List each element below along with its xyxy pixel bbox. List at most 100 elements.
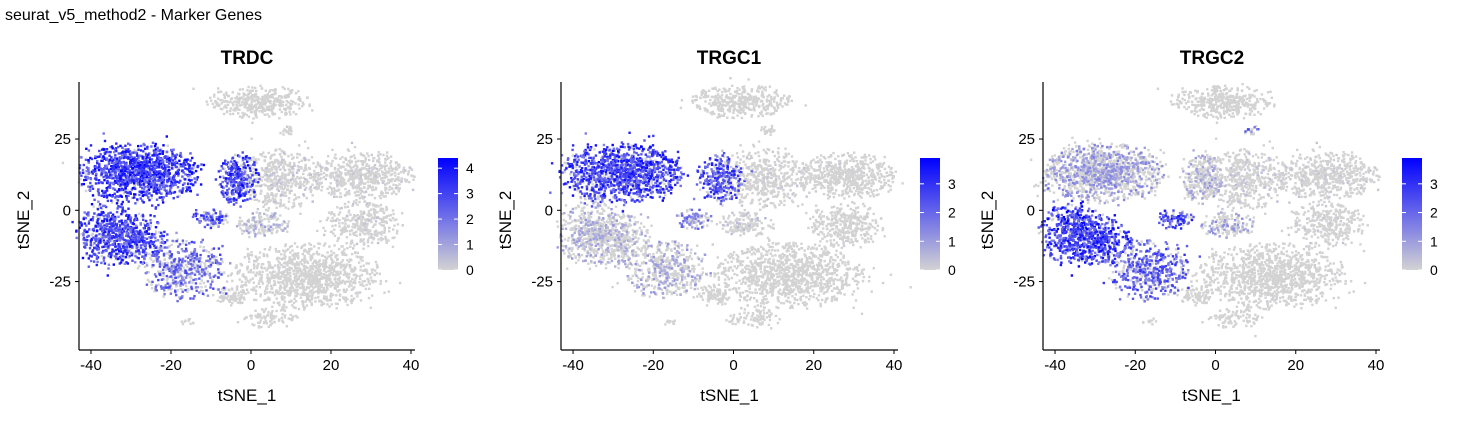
cell-point <box>130 161 133 164</box>
cell-point <box>375 211 379 214</box>
cell-point <box>288 266 291 269</box>
cell-point <box>212 213 215 216</box>
cell-point <box>244 276 248 279</box>
cell-point <box>310 276 313 279</box>
cell-point <box>257 184 260 188</box>
cell-point <box>361 213 364 216</box>
cell-point <box>261 109 264 112</box>
cell-point <box>262 252 265 256</box>
cell-point <box>289 272 292 275</box>
cell-point <box>328 298 331 301</box>
cell-point <box>152 246 156 250</box>
cell-point <box>364 287 368 291</box>
cell-point <box>163 173 166 176</box>
cell-point <box>93 177 97 180</box>
cell-point <box>277 270 280 274</box>
cell-point <box>294 254 298 257</box>
cell-point <box>237 291 241 295</box>
cell-point <box>303 248 306 251</box>
cell-point <box>363 268 367 271</box>
cell-point <box>287 200 291 203</box>
cell-point <box>158 163 161 166</box>
cell-point <box>303 261 306 264</box>
cell-point <box>351 225 354 229</box>
cell-point <box>321 166 324 169</box>
cell-point <box>310 247 313 251</box>
cell-point <box>276 174 279 178</box>
cell-point <box>107 176 110 179</box>
cell-point <box>156 239 160 242</box>
cell-point <box>323 233 326 237</box>
cell-point <box>236 272 239 275</box>
cell-point <box>293 275 297 278</box>
cell-point <box>162 274 165 277</box>
cell-point <box>137 177 140 181</box>
cell-point <box>148 177 152 180</box>
cell-point <box>373 172 376 175</box>
cell-point <box>146 147 149 150</box>
cell-point <box>248 226 251 229</box>
cell-point <box>249 253 252 257</box>
cell-point <box>360 178 363 181</box>
cell-point <box>299 205 302 208</box>
cell-point <box>286 179 289 182</box>
cell-point <box>329 268 332 272</box>
cell-point <box>200 285 203 289</box>
cell-point <box>186 188 189 192</box>
cell-point <box>304 249 308 252</box>
cell-point <box>133 149 136 152</box>
cell-point <box>212 224 215 227</box>
cell-point <box>268 164 271 167</box>
cell-point <box>255 224 258 227</box>
cell-point <box>383 168 387 171</box>
cell-point <box>385 208 388 212</box>
cell-point <box>260 280 264 283</box>
cell-point <box>205 100 208 103</box>
cell-point <box>368 178 371 181</box>
cell-point <box>332 232 335 235</box>
cell-point <box>181 183 185 187</box>
cell-point <box>90 203 94 206</box>
cell-point <box>365 163 369 166</box>
cell-point <box>346 298 349 301</box>
cell-point <box>282 183 285 187</box>
cell-point <box>148 192 151 195</box>
cell-point <box>329 230 333 234</box>
cell-point <box>107 245 110 248</box>
cell-point <box>255 161 258 165</box>
cell-point <box>274 97 277 101</box>
cell-point <box>303 275 306 278</box>
cell-point <box>340 264 343 267</box>
cell-point <box>299 202 302 206</box>
cell-point <box>367 296 371 300</box>
cell-point <box>125 165 128 168</box>
cell-point <box>288 126 292 129</box>
cell-point <box>390 187 394 190</box>
cell-point <box>398 187 402 190</box>
cell-point <box>163 290 166 293</box>
cell-point <box>119 152 123 155</box>
cell-point <box>279 175 282 178</box>
cell-point <box>235 95 239 98</box>
cell-point <box>397 179 400 182</box>
cell-point <box>282 158 285 162</box>
cell-point <box>258 321 261 324</box>
cell-point <box>107 254 110 258</box>
cell-point <box>393 218 396 222</box>
cell-point <box>140 215 143 218</box>
cell-point <box>293 204 296 208</box>
cell-point <box>286 264 289 267</box>
cell-point <box>260 225 263 228</box>
cell-point <box>252 167 255 170</box>
cell-point <box>225 280 229 283</box>
cell-point <box>282 296 285 300</box>
cell-point <box>345 242 348 245</box>
cell-point <box>234 297 237 301</box>
cell-point <box>306 285 309 289</box>
cell-point <box>234 299 237 302</box>
cell-point <box>338 219 341 222</box>
cell-point <box>279 214 282 217</box>
cell-point <box>359 152 362 155</box>
cell-point <box>185 190 188 193</box>
cell-point <box>384 175 387 179</box>
